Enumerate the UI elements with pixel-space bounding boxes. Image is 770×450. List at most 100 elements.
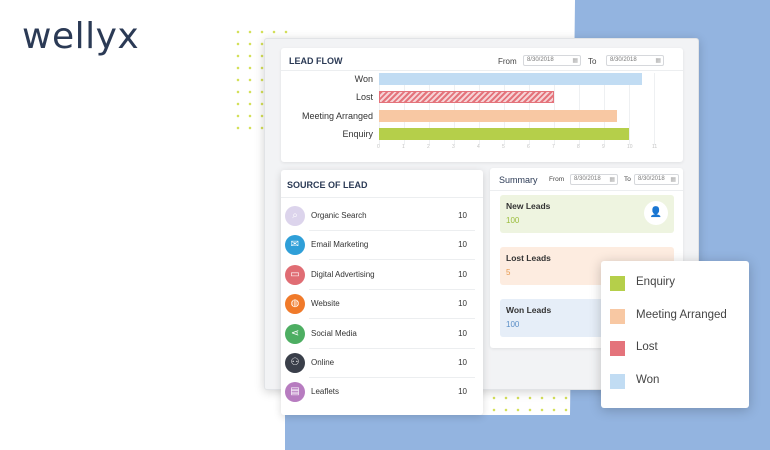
x-tick-label: 5 (502, 144, 505, 150)
new-leads-card[interactable]: New Leads 100 👤 (500, 195, 674, 233)
chart-gridline (579, 73, 580, 145)
source-count: 10 (458, 358, 467, 367)
summary-from-value: 8/30/2018 (574, 176, 601, 182)
source-label: Leaflets (311, 387, 340, 397)
source-label: Digital Advertising (311, 269, 375, 279)
bar-enquiry[interactable] (379, 127, 629, 140)
source-row[interactable]: ▭ Digital Advertising 10 (281, 261, 483, 290)
wellyx-logo: wellyx (22, 16, 140, 57)
source-row[interactable]: ⚇ Online 10 (281, 349, 483, 378)
chart-gridline (554, 73, 555, 145)
source-row[interactable]: ▤ Leaflets 10 (281, 378, 483, 407)
x-tick-label: 1 (402, 144, 405, 150)
lead-flow-from-label: From (498, 57, 517, 66)
row-separator (309, 230, 475, 231)
chart-legend: Enquiry Meeting Arranged Lost Won (601, 261, 749, 408)
chart-gridline (479, 73, 480, 145)
bar-label: Enquiry (342, 128, 373, 139)
x-tick-label: 9 (602, 144, 605, 150)
row-separator (309, 377, 475, 378)
legend-swatch (610, 373, 625, 389)
calendar-icon: ▦ (655, 58, 661, 64)
source-row[interactable]: ✉ Email Marketing 10 (281, 231, 483, 261)
lead-flow-from-value: 8/30/2018 (527, 57, 554, 63)
source-label: Online (311, 358, 335, 367)
users-icon: ⚇ (285, 353, 305, 373)
source-label: Social Media (311, 328, 357, 338)
card-value: 100 (506, 216, 520, 225)
summary-to-label: To (624, 176, 631, 183)
bar-meeting-arranged[interactable] (379, 109, 617, 122)
bar-label: Lost (355, 92, 373, 103)
row-separator (309, 288, 475, 290)
document-icon: ▤ (285, 382, 305, 403)
chart-gridline (529, 73, 530, 145)
bar-label: Meeting Arranged (301, 110, 373, 121)
x-tick-label: 3 (452, 144, 455, 150)
calendar-icon: ▦ (670, 177, 676, 183)
bar-won[interactable] (379, 73, 642, 85)
lead-flow-to-value: 8/30/2018 (610, 57, 637, 63)
x-tick-label: 0 (377, 144, 380, 150)
x-tick-label: 2 (427, 144, 430, 150)
legend-swatch (610, 308, 625, 324)
row-separator (309, 318, 475, 320)
chart-gridline (654, 73, 655, 145)
source-row[interactable]: ⋖ Social Media 10 (281, 320, 483, 349)
source-row[interactable]: ⌕ Organic Search 10 (281, 202, 483, 231)
legend-swatch (610, 276, 625, 291)
card-title: New Leads (506, 201, 551, 211)
x-tick-label: 4 (477, 144, 480, 150)
legend-label: Won (636, 373, 660, 386)
globe-icon: ◍ (285, 294, 305, 315)
source-of-lead-title: SOURCE OF LEAD (287, 180, 368, 190)
x-tick-label: 10 (627, 144, 633, 150)
summary-to-date[interactable]: 8/30/2018 ▦ (634, 174, 679, 185)
chart-gridline (404, 73, 405, 145)
calendar-icon: ▦ (609, 177, 615, 183)
legend-swatch (610, 341, 625, 356)
source-row[interactable]: ◍ Website 10 (281, 290, 483, 320)
row-separator (309, 259, 475, 261)
share-icon: ⋖ (285, 323, 305, 344)
x-tick-label: 8 (577, 144, 580, 150)
chart-gridline (629, 73, 630, 145)
source-count: 10 (458, 299, 467, 309)
row-separator (309, 347, 475, 349)
summary-divider (490, 190, 683, 191)
bar-lost[interactable] (379, 91, 554, 104)
legend-label: Lost (636, 341, 658, 353)
calendar-icon: ▦ (572, 58, 578, 64)
chart-gridline (379, 73, 380, 145)
summary-from-date[interactable]: 8/30/2018 ▦ (570, 174, 618, 185)
source-count: 10 (458, 269, 467, 279)
source-count: 10 (458, 387, 467, 397)
monitor-icon: ▭ (285, 264, 305, 285)
lead-flow-title: LEAD FLOW (289, 56, 343, 66)
chart-gridline (504, 73, 505, 145)
lead-flow-from-date[interactable]: 8/30/2018 ▦ (523, 55, 581, 66)
search-icon: ⌕ (285, 206, 305, 226)
decor-dots-bottom (488, 392, 568, 416)
x-tick-label: 6 (527, 144, 530, 150)
summary-from-label: From (549, 176, 565, 183)
card-title: Lost Leads (506, 253, 551, 263)
source-count: 10 (458, 211, 467, 220)
lead-flow-to-label: To (588, 57, 597, 66)
legend-label: Enquiry (636, 276, 675, 288)
source-of-lead-panel: SOURCE OF LEAD ⌕ Organic Search 10 ✉ Email M… (281, 170, 483, 415)
lead-flow-to-date[interactable]: 8/30/2018 ▦ (606, 55, 664, 66)
source-count: 10 (458, 328, 467, 338)
bar-label: Won (354, 74, 373, 84)
x-tick-label: 11 (652, 144, 658, 150)
summary-title: Summary (499, 175, 538, 185)
lead-flow-divider (281, 70, 683, 71)
summary-to-value: 8/30/2018 (638, 176, 665, 182)
source-count: 10 (458, 240, 467, 250)
x-tick-label: 7 (552, 144, 555, 150)
lead-flow-panel: LEAD FLOW From 8/30/2018 ▦ To 8/30/2018 … (281, 48, 683, 162)
add-user-icon[interactable]: 👤 (644, 201, 668, 225)
card-value: 100 (506, 320, 520, 329)
source-label: Website (311, 299, 340, 309)
source-label: Organic Search (311, 211, 367, 220)
